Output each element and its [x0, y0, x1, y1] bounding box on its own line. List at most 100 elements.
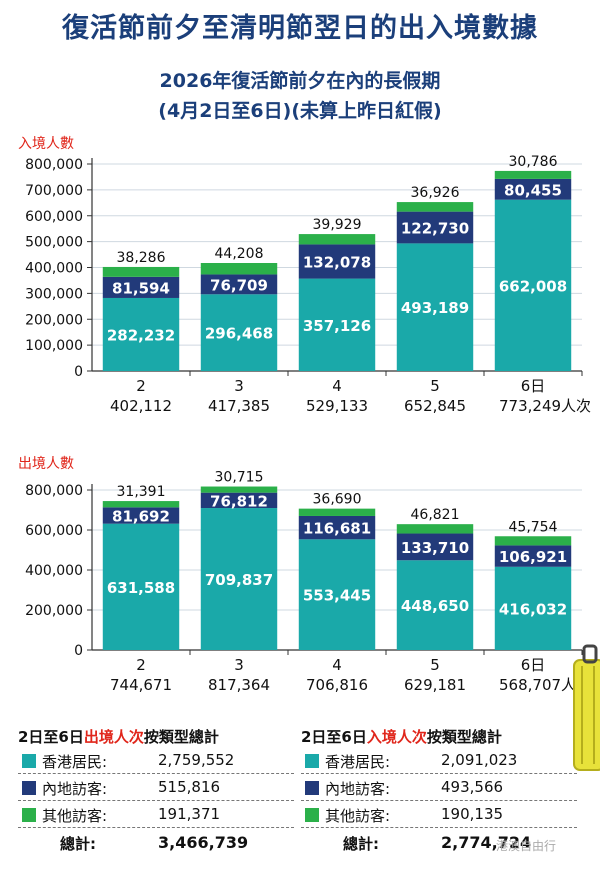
x-tick-label: 4	[332, 377, 342, 395]
data-label: 81,594	[112, 279, 170, 297]
other-visitors-swatch	[22, 808, 36, 822]
suitcase-illustration	[573, 644, 600, 771]
total-label: 744,671	[110, 676, 172, 694]
x-tick-label: 6日	[521, 656, 546, 674]
data-label: 631,588	[107, 579, 175, 597]
data-label: 46,821	[411, 507, 460, 523]
y-tick-label: 400,000	[25, 261, 83, 277]
y-tick-label: 600,000	[25, 209, 83, 225]
bar-segment	[298, 278, 376, 371]
summary-row-other: 其他訪客: 190,135	[301, 801, 577, 828]
data-label: 36,926	[411, 185, 460, 201]
y-tick-label: 700,000	[25, 183, 83, 199]
total-label: 417,385	[208, 397, 270, 415]
data-label: 30,786	[509, 154, 558, 170]
data-label: 76,709	[210, 276, 268, 294]
x-tick-label: 5	[430, 656, 440, 674]
bar-segment	[494, 199, 572, 371]
bar-segment	[396, 243, 474, 371]
x-tick-label: 3	[234, 377, 244, 395]
data-label: 282,232	[107, 326, 175, 344]
arrivals-summary-title: 2日至6日入境人次按類型總計	[301, 728, 502, 746]
bar-segment	[102, 297, 180, 371]
y-tick-label: 500,000	[25, 235, 83, 251]
y-tick-label: 0	[74, 643, 83, 659]
y-tick-label: 400,000	[25, 563, 83, 579]
bar-segment	[396, 202, 474, 212]
bar-segment	[494, 178, 572, 200]
bar-segment	[396, 524, 474, 534]
data-label: 39,929	[313, 217, 362, 233]
departures-summary-title: 2日至6日出境人次按類型總計	[18, 728, 219, 746]
mainland-visitors-swatch	[22, 781, 36, 795]
bar-segment	[298, 515, 376, 540]
bar-segment	[200, 486, 278, 493]
total-label: 773,249	[499, 397, 561, 415]
hk-residents-swatch	[22, 754, 36, 768]
total-label: 402,112	[110, 397, 172, 415]
subtitle-line-2: (4月2日至6日)(未算上昨日紅假)	[158, 100, 442, 122]
bar-segment	[102, 501, 180, 508]
bar-segment	[200, 263, 278, 275]
bar-segment	[102, 507, 180, 524]
summary-row-mainland: 內地訪客: 493,566	[301, 774, 577, 801]
subtitle-line-1: 2026年復活節前夕在內的長假期	[159, 70, 441, 92]
data-label: 122,730	[401, 220, 469, 238]
summary-row-other: 其他訪客: 191,371	[18, 801, 294, 828]
arrivals-summary: 2日至6日入境人次按類型總計 香港居民: 2,091,023 內地訪客: 493…	[283, 726, 583, 854]
data-label: 132,078	[303, 254, 371, 272]
x-tick-label: 2	[136, 656, 146, 674]
bar-segment	[396, 560, 474, 650]
y-tick-label: 200,000	[25, 603, 83, 619]
bar-segment	[200, 294, 278, 371]
data-label: 31,391	[117, 484, 166, 500]
data-label: 38,286	[117, 250, 166, 266]
data-label: 296,468	[205, 325, 273, 343]
x-tick-label: 4	[332, 656, 342, 674]
total-label: 706,816	[306, 676, 368, 694]
summary-row-hk: 香港居民: 2,759,552	[18, 747, 294, 774]
data-label: 448,650	[401, 597, 469, 615]
arrivals-chart: 入境人數 0 100,000 200,000 300,000 400,000 500,000…	[18, 136, 591, 415]
bar-segment	[494, 536, 572, 546]
data-label: 106,921	[499, 548, 567, 566]
data-label: 36,690	[313, 492, 362, 508]
x-tick-label: 3	[234, 656, 244, 674]
data-label: 553,445	[303, 587, 371, 605]
y-tick-label: 800,000	[25, 483, 83, 499]
summary-total: 總計: 2,774,724	[343, 833, 532, 853]
bar-segment	[102, 266, 180, 277]
bar-segment	[102, 523, 180, 650]
summary-row-hk: 香港居民: 2,091,023	[301, 747, 577, 774]
x-tick-label: 6日	[521, 377, 546, 395]
watermark: 港澳自由行	[496, 839, 557, 853]
mainland-visitors-swatch	[305, 781, 319, 795]
y-tick-label: 0	[74, 364, 83, 380]
data-label: 80,455	[504, 181, 562, 199]
data-label: 662,008	[499, 277, 567, 295]
bar-segment	[298, 508, 376, 516]
total-label: 817,364	[208, 676, 270, 694]
page-title: 復活節前夕至清明節翌日的出入境數據	[62, 13, 538, 44]
y-tick-label: 300,000	[25, 286, 83, 302]
summary-row-mainland: 內地訪客: 515,816	[18, 774, 294, 801]
total-label: 529,133	[306, 397, 368, 415]
other-visitors-swatch	[305, 808, 319, 822]
bar-segment	[200, 274, 278, 295]
total-label: 629,181	[404, 676, 466, 694]
data-label: 30,715	[215, 470, 264, 486]
data-label: 357,126	[303, 317, 371, 335]
data-label: 709,837	[205, 571, 273, 589]
data-label: 116,681	[303, 520, 371, 538]
total-label: 568,707	[499, 676, 561, 694]
bar-segment	[396, 533, 474, 561]
y-tick-label: 200,000	[25, 312, 83, 328]
data-label: 76,812	[210, 492, 268, 510]
y-tick-label: 800,000	[25, 157, 83, 173]
data-label: 44,208	[215, 246, 264, 262]
bar-segment	[298, 244, 376, 279]
x-tick-label: 5	[430, 377, 440, 395]
y-tick-label: 100,000	[25, 338, 83, 354]
data-label: 416,032	[499, 600, 567, 618]
bar-segment	[200, 492, 278, 509]
